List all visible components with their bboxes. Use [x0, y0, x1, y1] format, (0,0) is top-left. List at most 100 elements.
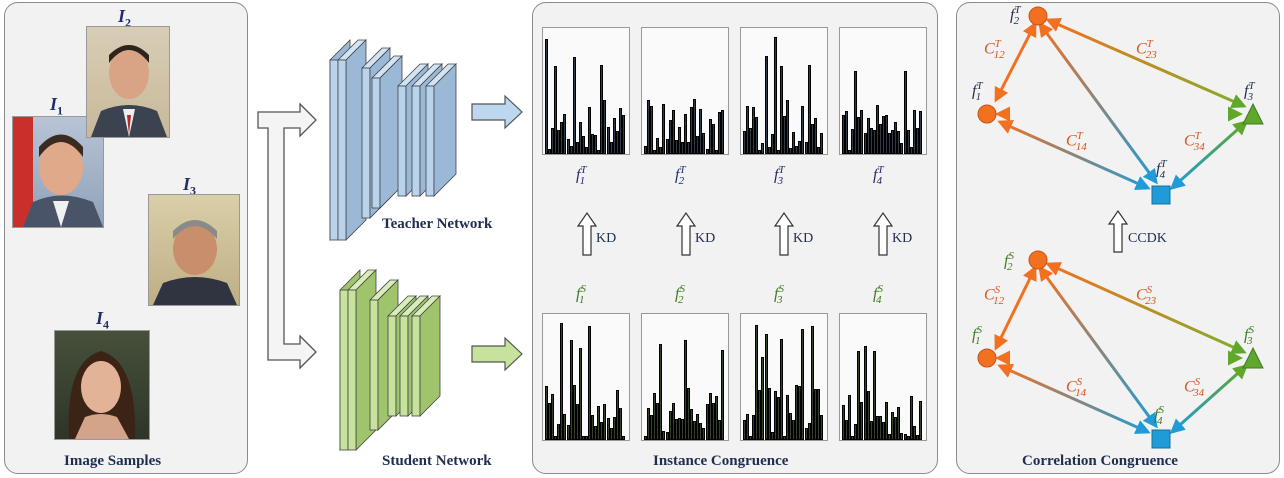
histogram-bar: [786, 100, 790, 154]
histogram-bar: [746, 105, 750, 154]
histogram-bar: [770, 431, 774, 440]
teacher-corr-label-23: CT23: [1136, 38, 1157, 61]
kd-label-1: KD: [596, 231, 617, 246]
histogram-bar: [776, 150, 780, 154]
histogram-bar: [866, 117, 870, 154]
ccdk-label: CCDK: [1128, 231, 1167, 246]
histogram-bar: [906, 129, 910, 154]
histogram-bar: [569, 340, 573, 440]
histogram-bar: [693, 99, 697, 154]
student-network-label: Student Network: [382, 453, 492, 469]
student-feature-label-3: fS3: [774, 283, 784, 306]
histogram-bar: [807, 64, 811, 154]
histogram-bar: [609, 428, 613, 440]
histogram-bar: [897, 130, 901, 154]
histogram-bar: [662, 431, 666, 440]
histogram-bar: [644, 435, 647, 440]
histogram-bar: [863, 133, 867, 154]
histogram-bar: [612, 416, 616, 440]
histogram-bar: [717, 419, 721, 440]
histogram-bar: [603, 404, 607, 440]
histogram-bar: [612, 118, 616, 154]
histogram-bar: [588, 107, 592, 154]
histogram-bar: [909, 146, 913, 154]
histogram-bar: [551, 393, 555, 440]
histogram-bar: [708, 392, 712, 440]
histogram-bar: [851, 436, 855, 440]
teacher-correlation-graph: [994, 17, 1249, 190]
histogram-bar: [650, 415, 654, 440]
histogram-bar: [857, 351, 861, 440]
student-nodes: [977, 250, 1264, 449]
histogram-bar: [680, 418, 684, 440]
histogram-bar: [684, 114, 687, 154]
student-corr-label-23: CS23: [1136, 284, 1157, 307]
histogram-bar: [621, 114, 625, 154]
histogram-bar: [894, 121, 898, 154]
histogram-bar: [677, 127, 681, 154]
histogram-bar: [696, 136, 700, 154]
histogram-bar: [659, 344, 663, 440]
histogram-bar: [888, 133, 892, 154]
teacher-histogram-4: [839, 27, 927, 155]
image-label-2: I2: [118, 6, 132, 30]
histogram-bar: [819, 132, 823, 154]
histogram-bar: [816, 388, 820, 440]
student-node-label-1: fS1: [972, 324, 982, 347]
histogram-bar: [560, 121, 564, 154]
student-correlation-graph: [994, 262, 1249, 434]
histogram-bar: [606, 417, 610, 440]
histogram-bar: [752, 414, 756, 440]
histogram-bar: [677, 418, 681, 440]
teacher-corr-label-14: CT14: [1066, 130, 1087, 153]
histogram-bar: [783, 436, 786, 440]
histogram-bar: [656, 138, 660, 154]
histogram-bar: [810, 124, 814, 154]
histogram-bar: [807, 423, 811, 440]
kd-arrows: [576, 211, 894, 256]
histogram-bar: [863, 345, 867, 440]
histogram-bar: [866, 390, 870, 440]
histogram-bar: [702, 428, 706, 440]
histogram-bar: [749, 436, 753, 440]
histogram-bar: [600, 64, 604, 154]
image-samples-title: Image Samples: [64, 453, 162, 469]
histogram-bar: [600, 421, 604, 440]
kd-label-4: KD: [892, 231, 913, 246]
histogram-bar: [687, 141, 691, 154]
histogram-bar: [918, 401, 922, 440]
histogram-bar: [854, 424, 858, 440]
histogram-bar: [554, 66, 558, 154]
histogram-bar: [885, 114, 889, 154]
student-output-arrow: [471, 336, 523, 372]
histogram-bar: [770, 134, 774, 154]
histogram-bar: [878, 416, 882, 440]
histogram-bar: [915, 127, 919, 154]
histogram-bar: [594, 426, 598, 440]
histogram-bar: [813, 389, 817, 440]
histogram-bar: [845, 419, 849, 440]
histogram-bar: [801, 329, 805, 440]
teacher-nodes: [977, 6, 1264, 205]
teacher-feature-label-1: fT1: [576, 164, 587, 187]
image-label-4: I4: [96, 308, 110, 332]
histogram-bar: [668, 411, 672, 440]
histogram-bar: [702, 133, 706, 154]
histogram-bar: [758, 389, 762, 440]
histogram-bar: [764, 56, 768, 154]
image-label-1: I1: [50, 94, 64, 118]
student-feature-label-4: fS4: [873, 283, 883, 306]
histogram-bar: [897, 407, 901, 440]
histogram-bar: [795, 385, 799, 440]
histogram-bar: [845, 111, 849, 154]
histogram-bar: [690, 107, 694, 154]
histogram-bar: [711, 403, 715, 440]
histogram-bar: [848, 394, 852, 440]
histogram-bar: [662, 104, 666, 154]
student-histogram-1: [542, 313, 630, 441]
histogram-bar: [674, 418, 678, 440]
teacher-node-label-3: fT3: [1244, 80, 1255, 103]
histogram-bar: [912, 109, 916, 154]
histogram-bar: [548, 149, 552, 154]
histogram-bar: [789, 412, 793, 440]
